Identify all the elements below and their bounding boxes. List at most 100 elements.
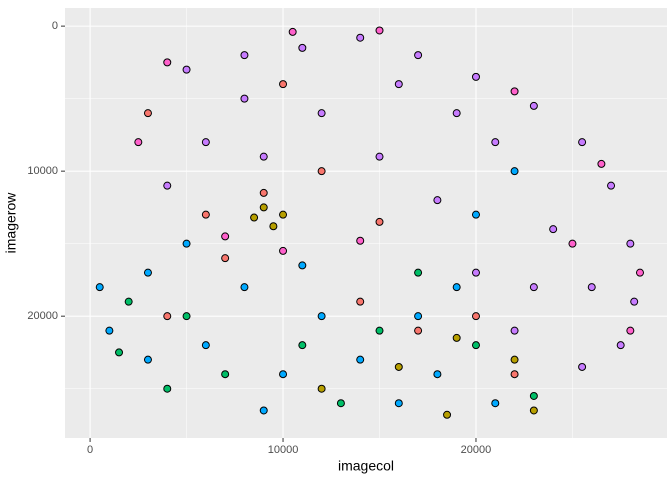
point	[317, 312, 326, 321]
point	[529, 101, 538, 110]
point	[279, 370, 288, 379]
point	[443, 410, 452, 419]
point	[414, 51, 423, 60]
point	[414, 326, 423, 335]
point	[394, 80, 403, 89]
point	[616, 341, 625, 350]
y-tick-label: 20000	[27, 310, 58, 322]
point	[163, 181, 172, 190]
point	[259, 152, 268, 161]
point	[182, 312, 191, 321]
point	[317, 109, 326, 118]
point	[375, 152, 384, 161]
point	[240, 51, 249, 60]
point	[95, 283, 104, 292]
point	[578, 362, 587, 371]
point	[630, 297, 639, 306]
point	[269, 222, 278, 231]
point	[626, 239, 635, 248]
point	[452, 283, 461, 292]
point	[491, 138, 500, 147]
point	[356, 297, 365, 306]
point	[394, 362, 403, 371]
point	[143, 355, 152, 364]
point	[250, 213, 259, 222]
point	[259, 406, 268, 415]
point	[414, 268, 423, 277]
point	[163, 312, 172, 321]
point	[221, 254, 230, 263]
point	[635, 268, 644, 277]
point	[578, 138, 587, 147]
point	[163, 384, 172, 393]
y-tick-label: 0	[52, 20, 58, 32]
point	[433, 370, 442, 379]
point	[288, 27, 297, 36]
point	[336, 399, 345, 408]
point	[240, 94, 249, 103]
point	[143, 268, 152, 277]
point	[452, 109, 461, 118]
point	[240, 283, 249, 292]
x-tick-label: 10000	[268, 444, 299, 456]
point	[201, 210, 210, 219]
point	[471, 312, 480, 321]
point	[597, 159, 606, 168]
point	[124, 297, 133, 306]
point	[375, 26, 384, 35]
point	[587, 283, 596, 292]
point	[471, 268, 480, 277]
point	[510, 355, 519, 364]
y-axis-title: imagerow	[3, 192, 19, 254]
point	[452, 333, 461, 342]
point	[105, 326, 114, 335]
point	[607, 181, 616, 190]
point	[163, 58, 172, 67]
point	[510, 326, 519, 335]
point	[510, 167, 519, 176]
point	[279, 210, 288, 219]
point	[529, 283, 538, 292]
point	[510, 370, 519, 379]
point	[433, 196, 442, 205]
point	[549, 225, 558, 234]
point	[529, 391, 538, 400]
point	[356, 236, 365, 245]
point	[471, 72, 480, 81]
x-tick-label: 0	[87, 444, 93, 456]
point	[568, 239, 577, 248]
point	[221, 370, 230, 379]
point	[529, 406, 538, 415]
plot-panel	[65, 8, 667, 438]
point	[471, 210, 480, 219]
point	[259, 188, 268, 197]
point	[134, 138, 143, 147]
point	[182, 239, 191, 248]
point	[298, 43, 307, 52]
point	[394, 399, 403, 408]
x-axis-title: imagecol	[338, 458, 394, 474]
point	[414, 312, 423, 321]
point	[182, 65, 191, 74]
point	[356, 33, 365, 42]
point	[471, 341, 480, 350]
point	[510, 87, 519, 96]
point	[375, 217, 384, 226]
point	[317, 384, 326, 393]
point	[115, 348, 124, 357]
point	[626, 326, 635, 335]
point	[375, 326, 384, 335]
point	[259, 203, 268, 212]
point	[279, 246, 288, 255]
point	[298, 261, 307, 270]
point	[143, 109, 152, 118]
x-tick-label: 20000	[461, 444, 492, 456]
point	[317, 167, 326, 176]
point	[298, 341, 307, 350]
point	[201, 138, 210, 147]
point	[201, 341, 210, 350]
point	[491, 399, 500, 408]
point	[279, 80, 288, 89]
point	[356, 355, 365, 364]
